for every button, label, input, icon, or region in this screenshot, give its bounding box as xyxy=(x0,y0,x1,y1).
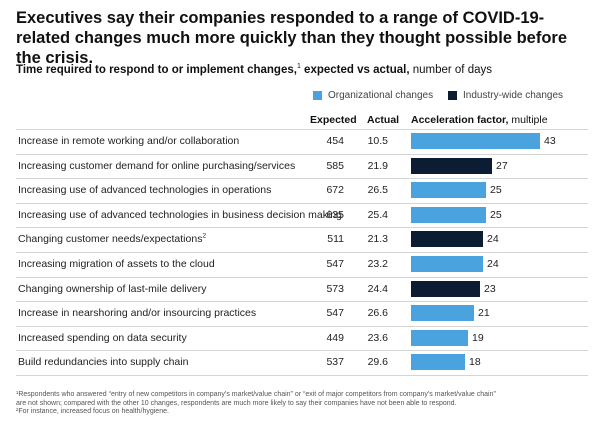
acceleration-bar xyxy=(411,157,492,174)
category-label: Increased spending on data security xyxy=(18,331,187,344)
row-divider xyxy=(16,276,588,278)
row-divider xyxy=(16,375,588,376)
column-header-expected: Expected xyxy=(310,114,357,126)
row-divider xyxy=(16,178,588,180)
category-label: Increasing migration of assets to the cl… xyxy=(18,258,215,270)
category-label: Build redundancies into supply chain xyxy=(18,356,189,369)
category-label-text: Changing customer needs/expectations xyxy=(18,233,203,246)
legend-organizational-label: Organizational changes xyxy=(328,90,434,101)
row-divider xyxy=(16,301,588,303)
acceleration-value-label: 19 xyxy=(472,331,484,344)
actual-days-value: 21.3 xyxy=(367,233,388,246)
row-divider xyxy=(16,350,588,352)
acceleration-value-label: 21 xyxy=(478,307,490,320)
subtitle-main: Time required to respond to or implement… xyxy=(16,64,297,76)
expected-days-value: 537 xyxy=(326,356,344,369)
footnote-1-line-2: are not shown; compared with the other 1… xyxy=(16,399,457,407)
actual-days-value: 23.6 xyxy=(367,331,388,344)
acceleration-bar xyxy=(411,182,486,199)
acceleration-value-label: 24 xyxy=(487,233,499,246)
actual-days-value: 24.4 xyxy=(367,282,388,295)
footnote-1-line-1: ¹Respondents who answered “entry of new … xyxy=(16,391,496,398)
footnote-2: ²For instance, increased focus on health… xyxy=(16,408,169,416)
actual-days-value: 21.9 xyxy=(367,159,388,172)
footnotes: ¹Respondents who answered “entry of new … xyxy=(16,391,591,417)
acceleration-bar xyxy=(411,206,486,223)
row-divider xyxy=(16,325,588,327)
subtitle-footnote-marker: 1 xyxy=(296,63,301,71)
acceleration-header-unit: multiple xyxy=(508,114,548,126)
acceleration-bar xyxy=(411,329,468,346)
row-divider xyxy=(16,153,588,155)
expected-days-value: 672 xyxy=(326,184,344,197)
column-header-acceleration: Acceleration factor, multiple xyxy=(411,114,548,126)
actual-days-value: 10.5 xyxy=(367,135,388,147)
legend-organizational-swatch xyxy=(313,91,322,100)
legend-industry-swatch xyxy=(448,91,457,100)
row-divider xyxy=(16,252,588,253)
category-label: Increasing use of advanced technologies … xyxy=(18,208,342,221)
acceleration-bar xyxy=(411,305,474,322)
category-footnote-marker: 2 xyxy=(202,232,207,240)
actual-days-value: 26.5 xyxy=(367,184,388,197)
expected-days-value: 547 xyxy=(326,258,344,270)
expected-days-value: 547 xyxy=(326,307,344,320)
expected-days-value: 635 xyxy=(326,208,344,221)
acceleration-bar xyxy=(411,280,480,297)
column-header-actual: Actual xyxy=(367,114,400,126)
acceleration-value-label: 43 xyxy=(544,135,556,147)
acceleration-value-label: 18 xyxy=(469,356,481,369)
expected-days-value: 454 xyxy=(326,135,344,147)
expected-days-value: 449 xyxy=(326,331,344,344)
acceleration-bar xyxy=(411,133,540,149)
subtitle-unit: number of days xyxy=(409,64,492,76)
acceleration-value-label: 25 xyxy=(490,184,502,197)
chart-title: Executives say their companies responded… xyxy=(16,9,568,67)
acceleration-value-label: 25 xyxy=(490,208,502,221)
acceleration-bar xyxy=(411,354,465,371)
legend-organizational: Organizational changes xyxy=(313,90,433,101)
category-label: Changing customer needs/expectations2 xyxy=(18,233,206,245)
acceleration-bar xyxy=(411,256,483,272)
category-label: Changing ownership of last-mile delivery xyxy=(18,282,207,295)
acceleration-value-label: 27 xyxy=(496,159,508,172)
expected-days-value: 585 xyxy=(326,159,344,172)
actual-days-value: 29.6 xyxy=(367,356,388,369)
category-label: Increase in remote working and/or collab… xyxy=(18,135,240,147)
category-label: Increasing customer demand for online pu… xyxy=(18,159,296,172)
expected-days-value: 511 xyxy=(327,233,344,246)
acceleration-bar xyxy=(411,231,483,248)
actual-days-value: 23.2 xyxy=(367,258,388,270)
category-label: Increase in nearshoring and/or insourcin… xyxy=(18,307,257,320)
expected-days-value: 573 xyxy=(326,282,344,295)
actual-days-value: 25.4 xyxy=(367,208,388,221)
legend-industry-label: Industry-wide changes xyxy=(463,90,564,101)
acceleration-value-label: 23 xyxy=(484,282,496,295)
subtitle-expected-vs-actual: expected vs actual, xyxy=(300,64,410,76)
acceleration-value-label: 24 xyxy=(487,258,499,270)
legend-industry: Industry-wide changes xyxy=(448,90,563,101)
row-divider xyxy=(16,129,588,130)
chart-subtitle: Time required to respond to or implement… xyxy=(16,63,586,77)
row-divider xyxy=(16,227,588,229)
acceleration-header-label: Acceleration factor, xyxy=(411,114,509,126)
category-label: Increasing use of advanced technologies … xyxy=(18,184,272,197)
row-divider xyxy=(16,202,588,204)
actual-days-value: 26.6 xyxy=(367,307,388,320)
